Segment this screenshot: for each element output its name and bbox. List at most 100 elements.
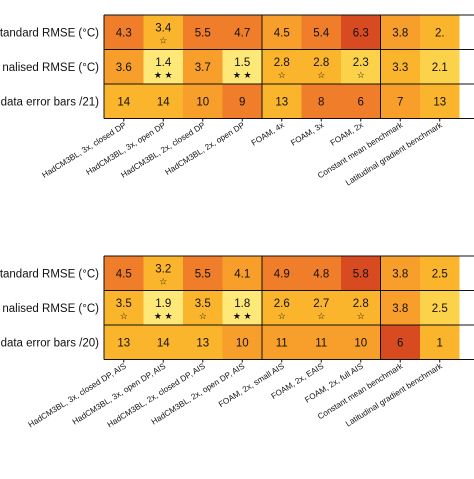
heatmap-cell [341, 290, 381, 325]
cell-value: 3.5 [195, 298, 211, 310]
cell-value: 4.1 [234, 268, 250, 280]
significance-stars: ★ ★ [233, 70, 252, 80]
significance-stars: ★ ★ [233, 311, 252, 321]
cell-value: 4.7 [234, 27, 250, 39]
significance-stars: ☆ [278, 70, 286, 80]
cell-value: 2.8 [353, 298, 369, 310]
heatmap-cell [104, 49, 144, 84]
cell-value: 5.8 [353, 268, 369, 280]
cell-value: 5.5 [195, 27, 211, 39]
cell-value: 2.3 [353, 57, 369, 69]
heatmap-cell [341, 325, 381, 360]
heatmap-cell [420, 290, 460, 325]
cell-value: 10 [196, 96, 209, 108]
cell-value: 3.8 [392, 303, 408, 315]
cell-value: 1.5 [234, 57, 250, 69]
heatmap-cell [183, 290, 223, 325]
heatmap-cell [341, 84, 381, 119]
heatmap-cell [143, 84, 183, 119]
heatmap-cell [301, 290, 341, 325]
heatmap-cell [380, 290, 420, 325]
cell-value: 2. [435, 27, 445, 39]
cell-value: 3.7 [195, 62, 211, 74]
heatmap-cell [183, 256, 223, 291]
heatmap-cell [222, 256, 262, 291]
cell-value: 1.4 [155, 57, 172, 69]
heatmap-cell [104, 290, 144, 325]
heatmap-cell [341, 49, 381, 84]
cell-value: 10 [354, 337, 367, 349]
heatmap-cell [380, 256, 420, 291]
heatmap-cell [262, 325, 302, 360]
heatmap-cell [420, 15, 460, 50]
cell-value: 6 [397, 337, 403, 349]
heatmap-cell [301, 325, 341, 360]
cell-value: 3.8 [392, 268, 408, 280]
cell-value: 6.3 [353, 27, 369, 39]
cell-value: 2.8 [313, 57, 329, 69]
heatmap-cell [183, 49, 223, 84]
cell-value: 3.6 [116, 62, 132, 74]
heatmap-cell [341, 15, 381, 50]
heatmap-cell [380, 84, 420, 119]
cell-value: 1 [437, 337, 443, 349]
heatmap-cell [262, 290, 302, 325]
cell-value: 2.6 [274, 298, 290, 310]
significance-stars: ☆ [278, 311, 286, 321]
heatmap-cell [380, 49, 420, 84]
significance-stars: ☆ [317, 70, 325, 80]
column-label: FOAM, 4x [250, 121, 286, 148]
heatmap-cell [183, 15, 223, 50]
significance-stars: ☆ [317, 311, 325, 321]
cell-value: 3.2 [155, 263, 171, 275]
significance-stars: ☆ [120, 311, 128, 321]
heatmap-cell [222, 325, 262, 360]
cell-value: 1.9 [155, 298, 171, 310]
heatmap-cell [143, 256, 183, 291]
heatmap-cell [420, 325, 460, 360]
cell-value: 8 [318, 96, 324, 108]
cell-value: 4.9 [274, 268, 290, 280]
significance-stars: ☆ [159, 36, 167, 46]
heatmap-cell [262, 84, 302, 119]
cell-value: 11 [315, 337, 327, 349]
heatmap-cell [104, 84, 144, 119]
heatmap-cell [222, 15, 262, 50]
cell-value: 4.5 [274, 27, 290, 39]
heatmap-cell [341, 256, 381, 291]
cell-value: 5.4 [313, 27, 330, 39]
cell-value: 3.8 [392, 27, 408, 39]
heatmap-cell [143, 290, 183, 325]
column-label: FOAM, 2x [329, 121, 365, 148]
cell-value: 3.3 [392, 62, 408, 74]
column-label: FOAM, 2x, small AIS [217, 361, 286, 409]
heatmap-cell [301, 49, 341, 84]
heatmap-cell [420, 256, 460, 291]
cell-value: 7 [397, 96, 403, 108]
cell-value: 10 [236, 337, 249, 349]
heatmap-cell [143, 49, 183, 84]
cell-value: 2.5 [432, 268, 448, 280]
heatmap-cell [183, 84, 223, 119]
row-label: data error bars /21) [1, 96, 100, 108]
cell-value: 3.4 [155, 22, 172, 34]
row-label: nalised RMSE (°C) [2, 62, 99, 74]
heatmap-cell [222, 84, 262, 119]
cell-value: 13 [433, 96, 446, 108]
cell-value: 2.5 [432, 303, 448, 315]
heatmap-cell [262, 15, 302, 50]
heatmap-cell [104, 325, 144, 360]
cell-value: 2.8 [274, 57, 290, 69]
cell-value: 2.7 [313, 298, 329, 310]
heatmap-cell [104, 15, 144, 50]
heatmap-cell [420, 49, 460, 84]
cell-value: 6 [358, 96, 364, 108]
cell-value: 14 [157, 337, 170, 349]
heatmap-cell [104, 256, 144, 291]
heatmap-cell [262, 256, 302, 291]
cell-value: 9 [239, 96, 245, 108]
row-label: tandard RMSE (°C) [0, 268, 99, 280]
heatmap-cell [222, 49, 262, 84]
heatmap-cell [301, 84, 341, 119]
